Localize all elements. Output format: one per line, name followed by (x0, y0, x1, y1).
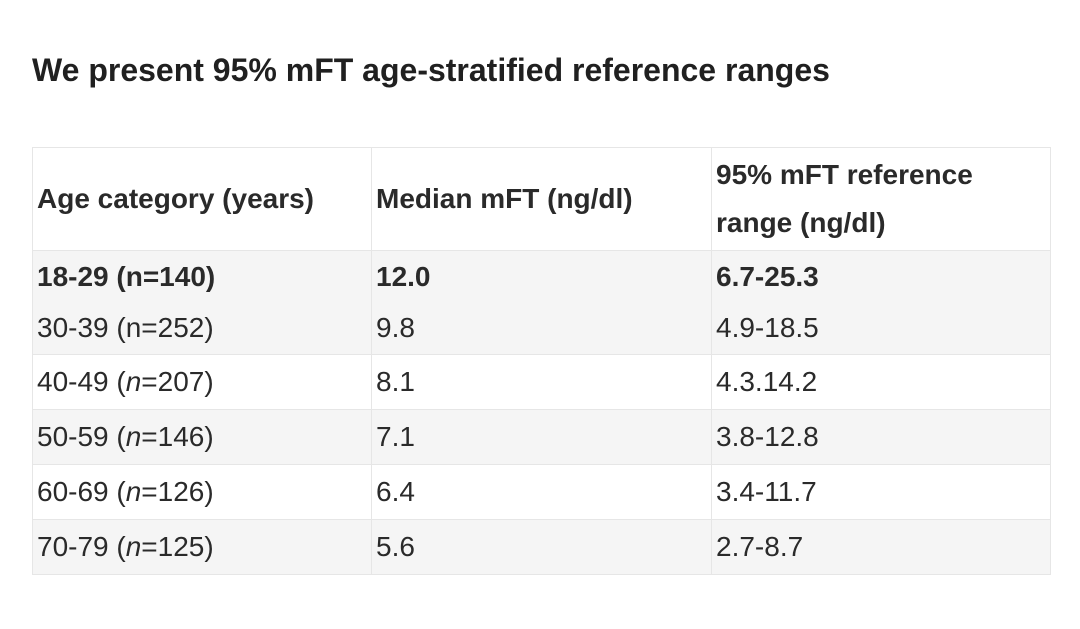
age-prefix: 18-29 ( (37, 260, 126, 292)
cell-age: 60-69 (n=126) (32, 464, 372, 520)
cell-range: 3.4-11.7 (711, 464, 1051, 520)
table-row: 50-59 (n=146) 7.1 3.8-12.8 (32, 409, 1051, 465)
age-suffix: =126) (141, 476, 214, 507)
cell-median: 9.8 (371, 302, 712, 355)
age-prefix: 70-79 ( (37, 531, 126, 562)
age-prefix: 30-39 ( (37, 312, 126, 344)
n-label: n (125, 476, 142, 507)
table-row: 30-39 (n=252) 9.8 4.9-18.5 (32, 302, 1051, 355)
n-label: n (125, 531, 142, 562)
cell-median: 8.1 (371, 354, 712, 410)
age-suffix: =146) (141, 421, 214, 452)
age-suffix: =125) (141, 531, 214, 562)
age-prefix: 50-59 ( (37, 421, 126, 452)
cell-median: 6.4 (371, 464, 712, 520)
cell-range: 4.3.14.2 (711, 354, 1051, 410)
n-label: n (125, 421, 142, 452)
table-header: Age category (years) Median mFT (ng/dl) … (32, 147, 1051, 251)
age-prefix: 60-69 ( (37, 476, 126, 507)
n-label: n (125, 260, 143, 292)
header-row: Age category (years) Median mFT (ng/dl) … (32, 147, 1051, 251)
cell-age: 50-59 (n=146) (32, 409, 372, 465)
cell-range: 6.7-25.3 (711, 250, 1051, 303)
header-median-mft: Median mFT (ng/dl) (371, 147, 712, 251)
cell-range: 4.9-18.5 (711, 302, 1051, 355)
table-row: 60-69 (n=126) 6.4 3.4-11.7 (32, 464, 1051, 520)
cell-median: 12.0 (371, 250, 712, 303)
cell-median: 7.1 (371, 409, 712, 465)
reference-range-table: Age category (years) Median mFT (ng/dl) … (32, 147, 1051, 575)
cell-median: 5.6 (371, 519, 712, 575)
n-label: n (125, 366, 142, 397)
table-row: 70-79 (n=125) 5.6 2.7-8.7 (32, 519, 1051, 575)
cell-age: 70-79 (n=125) (32, 519, 372, 575)
header-age-category: Age category (years) (32, 147, 372, 251)
cell-age: 30-39 (n=252) (32, 302, 372, 355)
cell-range: 3.8-12.8 (711, 409, 1051, 465)
cell-age: 40-49 (n=207) (32, 354, 372, 410)
table-row: 40-49 (n=207) 8.1 4.3.14.2 (32, 354, 1051, 410)
age-suffix: =252) (141, 312, 214, 344)
table-body: 18-29 (n=140) 12.0 6.7-25.3 30-39 (n=252… (32, 250, 1051, 575)
age-prefix: 40-49 ( (37, 366, 126, 397)
n-label: n (125, 312, 142, 344)
header-reference-range: 95% mFT reference range (ng/dl) (711, 147, 1051, 251)
age-suffix: =207) (141, 366, 214, 397)
age-suffix: =140) (142, 260, 216, 292)
cell-age: 18-29 (n=140) (32, 250, 372, 303)
page-title: We present 95% mFT age-stratified refere… (32, 52, 830, 88)
cell-range: 2.7-8.7 (711, 519, 1051, 575)
table-row: 18-29 (n=140) 12.0 6.7-25.3 (32, 250, 1051, 303)
